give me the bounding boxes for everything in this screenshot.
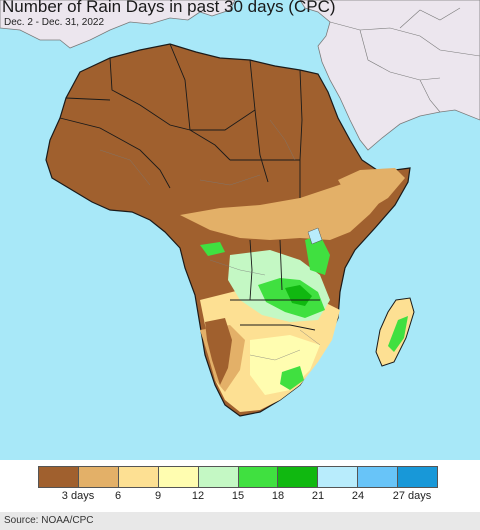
madagascar-green	[388, 316, 408, 352]
central-dark-green	[285, 285, 312, 306]
middle-east-borders	[329, 7, 480, 113]
source-text: Source: NOAA/CPC	[4, 515, 94, 526]
namibia-brown	[205, 318, 232, 385]
west-green-patch	[200, 242, 225, 256]
legend-swatch-3	[118, 467, 159, 487]
europe-landmass	[0, 0, 236, 49]
dry-band-tan	[180, 178, 390, 240]
source-footer: Source: NOAA/CPC	[0, 512, 480, 530]
horn-tan	[338, 168, 405, 210]
legend-swatch-4	[158, 467, 199, 487]
legend-bar	[38, 466, 438, 488]
legend-swatch-9	[358, 467, 399, 487]
south-green-patch	[280, 366, 304, 390]
legend-swatch-10	[398, 467, 438, 487]
legend-swatch-7	[278, 467, 319, 487]
province-borders	[99, 119, 321, 361]
legend-swatch-1	[39, 467, 79, 487]
east-green	[305, 235, 330, 275]
south-africa-cream	[250, 335, 320, 395]
map-frame: Number of Rain Days in past 30 days (CPC…	[0, 0, 480, 460]
legend-swatch-6	[238, 467, 279, 487]
legend-label-21: 21	[311, 490, 325, 502]
legend-swatch-2	[78, 467, 119, 487]
legend-label-12: 12	[191, 490, 205, 502]
legend-label-9: 9	[154, 490, 162, 502]
legend-label-15: 15	[231, 490, 245, 502]
middle-east-landmass	[299, 0, 480, 151]
map-subtitle: Dec. 2 - Dec. 31, 2022	[4, 17, 105, 28]
legend-swatch-5	[198, 467, 239, 487]
lake-victoria	[307, 227, 323, 245]
legend-label-3: 3 days	[61, 490, 95, 502]
legend-label-6: 6	[114, 490, 122, 502]
legend-swatch-8	[318, 467, 359, 487]
legend-label-27: 27 days	[392, 490, 432, 502]
africa-rain-days-map	[0, 0, 480, 417]
country-borders	[59, 43, 320, 331]
map-title: Number of Rain Days in past 30 days (CPC…	[2, 0, 336, 16]
legend-label-24: 24	[351, 490, 365, 502]
legend-label-18: 18	[271, 490, 285, 502]
legend-labels: 3 days 6 9 12 15 18 21 24 27 days	[0, 490, 480, 506]
